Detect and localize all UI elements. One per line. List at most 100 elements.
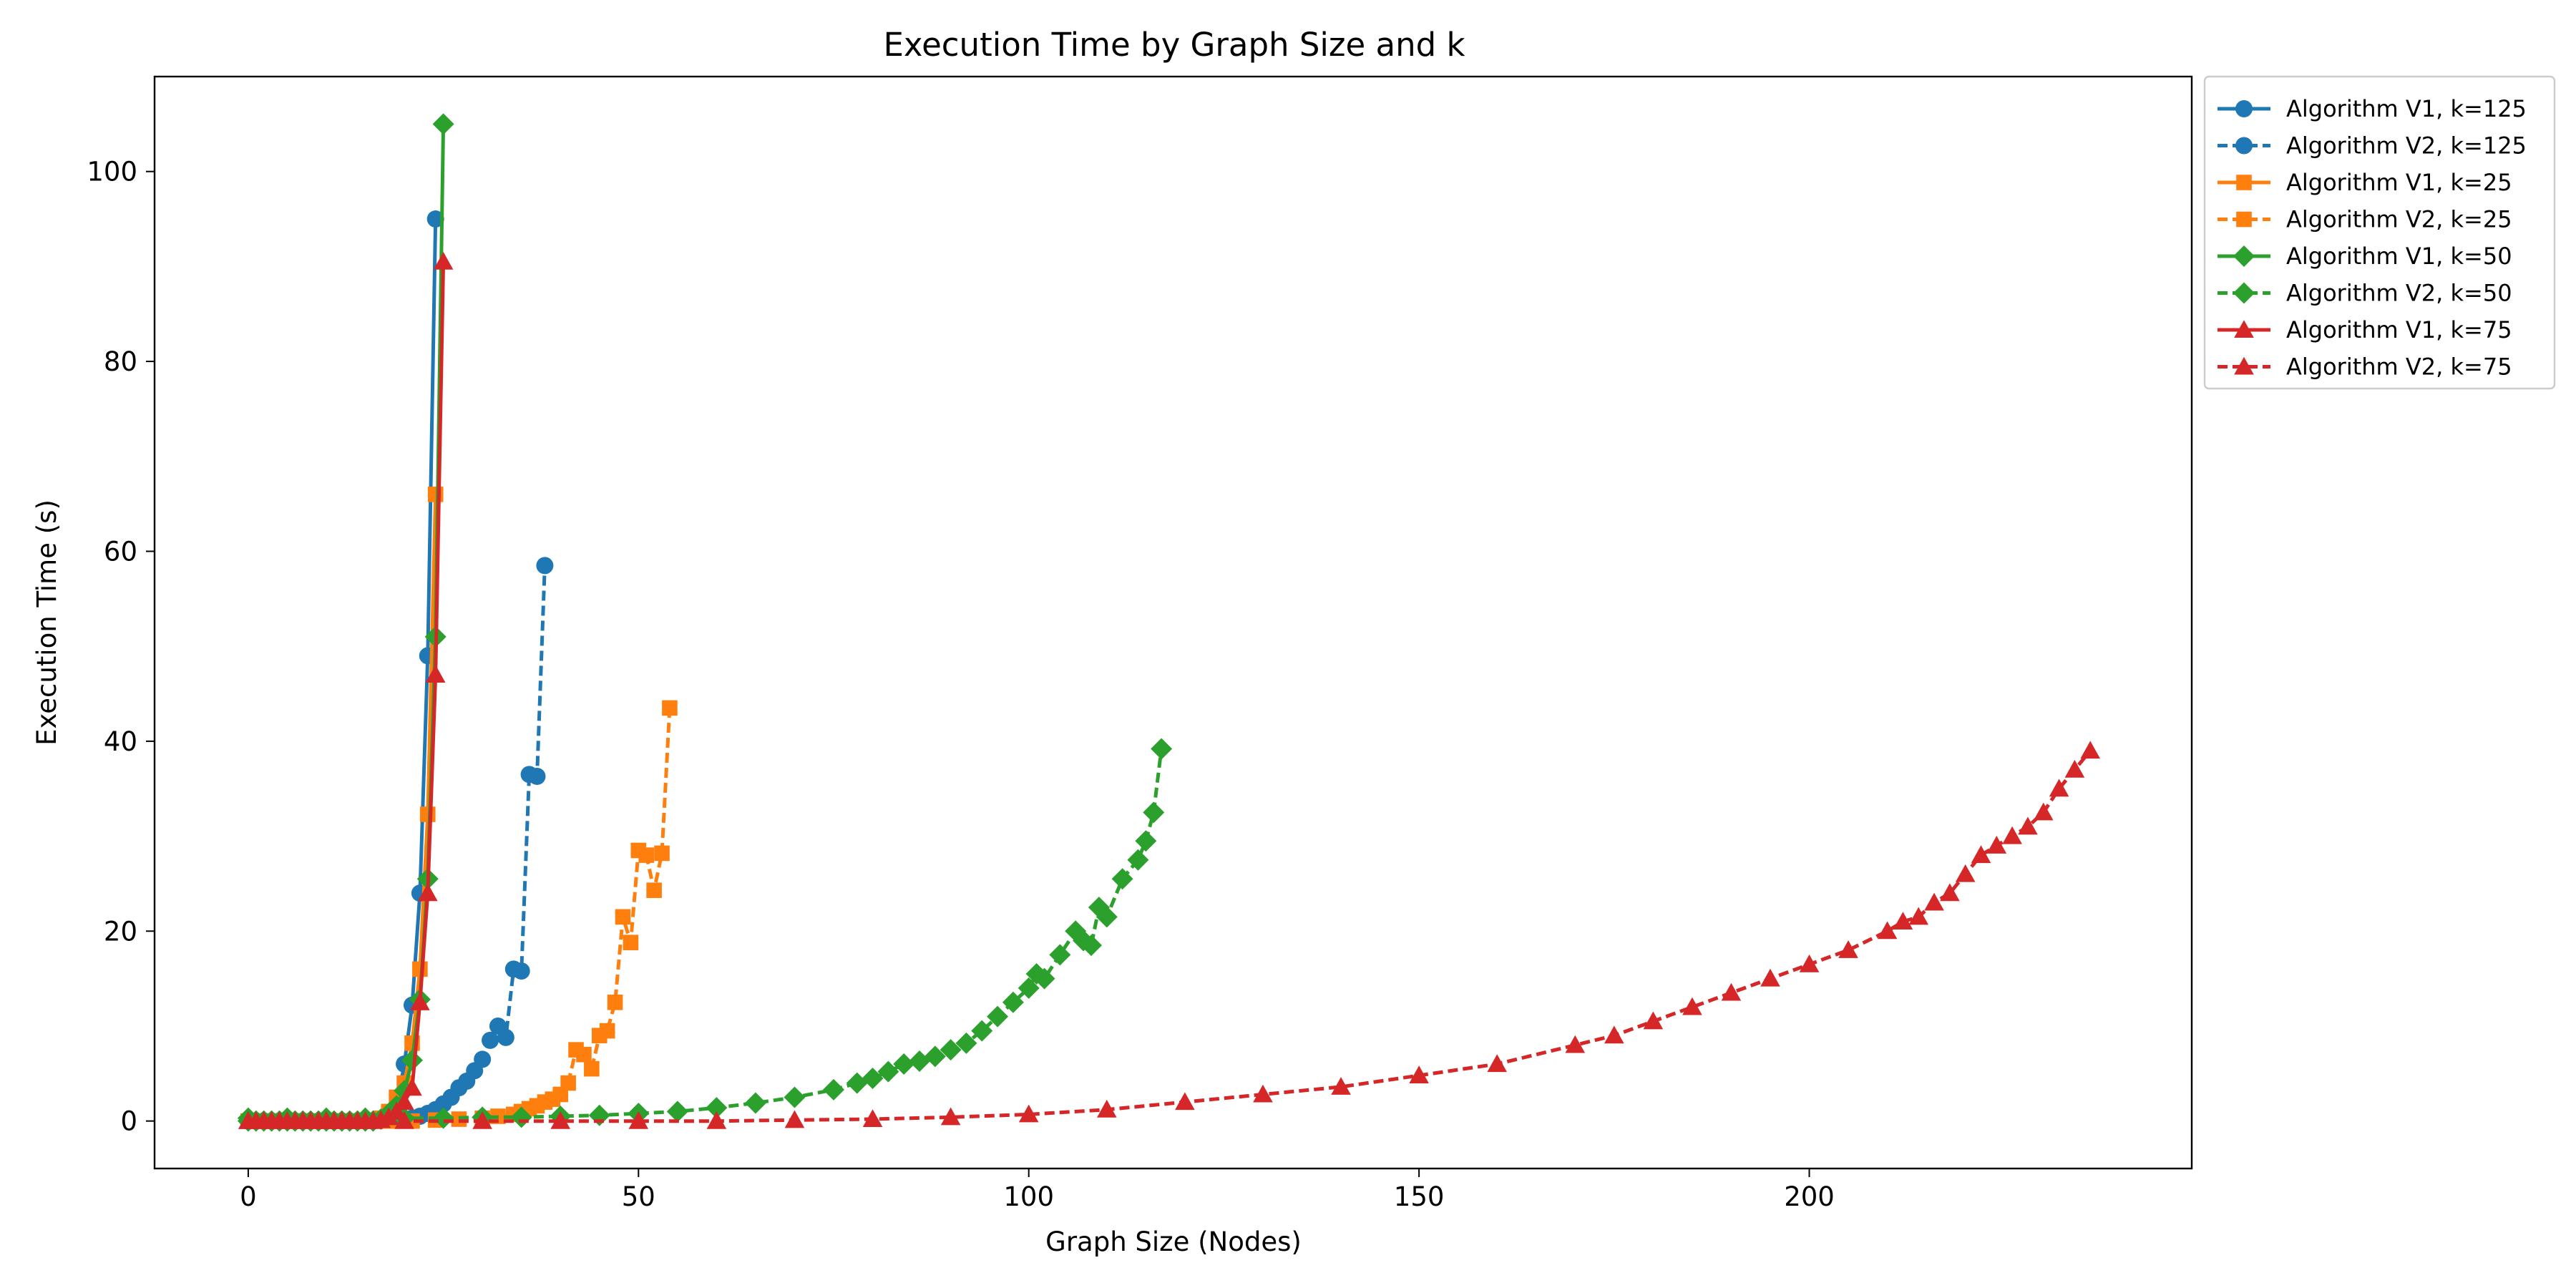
series-3 (240, 700, 678, 1129)
series-5-point-13 (744, 1092, 766, 1114)
plot-frame (153, 75, 2193, 1170)
series-5-point-38 (1135, 830, 1157, 852)
series-2 (240, 487, 444, 1129)
x-axis-label: Graph Size (Nodes) (1045, 1226, 1302, 1257)
y-axis-label: Execution Time (s) (31, 499, 62, 746)
series-7-point-12 (1175, 1092, 1195, 1111)
legend-item-5: Algorithm V2, k=50 (2218, 280, 2512, 307)
series-6 (238, 251, 454, 1129)
series-5-point-27 (1018, 977, 1040, 999)
legend-label-0: Algorithm V1, k=125 (2286, 95, 2527, 122)
series-7-point-23 (1799, 954, 1820, 972)
series-6-point-23 (417, 883, 438, 902)
legend-marker-4 (2233, 245, 2255, 267)
legend-label-7: Algorithm V2, k=75 (2286, 353, 2512, 381)
x-tick-label-0: 0 (240, 1181, 257, 1212)
series-7-point-13 (1253, 1084, 1273, 1103)
legend-label-4: Algorithm V1, k=50 (2286, 243, 2512, 270)
series-line-5 (248, 748, 1163, 1121)
series-7-point-11 (1096, 1099, 1117, 1118)
legend-item-0: Algorithm V1, k=125 (2218, 95, 2527, 122)
series-7-point-4 (550, 1111, 571, 1129)
series-3-point-27 (623, 935, 639, 950)
legend-marker-2 (2236, 175, 2252, 190)
series-3-point-29 (638, 847, 655, 863)
series-layer (237, 113, 2100, 1132)
series-1-point-27 (528, 767, 546, 785)
series-3-point-25 (607, 994, 623, 1010)
series-2-point-24 (427, 487, 444, 502)
series-6-point-20 (394, 1092, 414, 1111)
legend-label-5: Algorithm V2, k=50 (2286, 280, 2512, 307)
legend-item-6: Algorithm V1, k=75 (2218, 316, 2512, 343)
legend-marker-1 (2235, 137, 2253, 155)
series-5-point-30 (1049, 944, 1071, 966)
series-6-point-22 (410, 992, 430, 1010)
y-tick-label-1: 20 (104, 916, 137, 947)
y-tick-label-0: 0 (120, 1106, 137, 1137)
y-tick-label-4: 80 (104, 346, 137, 377)
legend-item-2: Algorithm V1, k=25 (2218, 169, 2512, 196)
series-1-point-25 (512, 962, 530, 980)
series-2-point-23 (419, 806, 436, 822)
series-3-point-24 (599, 1023, 615, 1039)
series-7-point-2 (394, 1111, 414, 1129)
legend-marker-6 (2234, 320, 2254, 338)
series-5-point-33 (1080, 935, 1102, 957)
legend-label-3: Algorithm V2, k=25 (2286, 206, 2512, 233)
series-0 (239, 210, 444, 1130)
legend-marker-5 (2233, 282, 2255, 304)
legend: Algorithm V1, k=125 Algorithm V2, k=125 Al… (2203, 75, 2556, 390)
series-5 (237, 738, 1173, 1129)
series-3-point-26 (615, 909, 631, 925)
series-7-point-16 (1487, 1054, 1507, 1073)
legend-label-1: Algorithm V2, k=125 (2286, 132, 2527, 160)
legend-marker-0 (2235, 100, 2253, 117)
series-7-point-32 (1986, 836, 2007, 854)
series-5-point-16 (846, 1072, 868, 1094)
series-3-point-22 (584, 1060, 600, 1077)
series-7-point-8 (862, 1109, 883, 1128)
series-5-point-40 (1151, 738, 1173, 760)
series-5-point-36 (1111, 868, 1133, 890)
series-5-point-23 (955, 1032, 977, 1054)
series-7-point-0 (238, 1111, 258, 1129)
legend-item-7: Algorithm V2, k=75 (2218, 353, 2512, 381)
series-1-point-21 (482, 1031, 499, 1049)
series-7-point-35 (2033, 802, 2054, 821)
series-7-point-1 (316, 1111, 336, 1129)
series-line-0 (248, 218, 438, 1123)
series-7-point-6 (706, 1111, 727, 1129)
series-7-point-29 (1940, 883, 1960, 902)
series-4-point-25 (432, 113, 454, 135)
series-7-point-14 (1331, 1077, 1351, 1095)
series-5-point-14 (784, 1086, 806, 1108)
series-7-point-30 (1955, 864, 1976, 882)
series-5-point-37 (1127, 849, 1149, 871)
series-7-point-21 (1721, 982, 1742, 1001)
series-7-point-15 (1409, 1065, 1429, 1083)
series-5-point-18 (877, 1060, 899, 1083)
series-1-point-20 (474, 1050, 492, 1068)
series-7-point-24 (1838, 940, 1858, 958)
series-1 (239, 557, 554, 1130)
series-5-point-12 (706, 1097, 728, 1119)
series-7-point-5 (628, 1111, 649, 1129)
series-3-point-30 (646, 882, 662, 899)
y-tick-label-3: 60 (104, 536, 137, 567)
series-7-point-3 (472, 1111, 492, 1129)
series-7 (238, 741, 2100, 1129)
series-5-point-29 (1033, 967, 1055, 990)
series-3-point-31 (654, 845, 670, 862)
legend-label-6: Algorithm V1, k=75 (2286, 316, 2512, 343)
x-axis: 0 50 100 150 200 (240, 1169, 1835, 1212)
x-tick-label-4: 200 (1784, 1181, 1835, 1212)
series-7-point-37 (2064, 759, 2085, 778)
series-5-point-20 (908, 1050, 930, 1073)
series-5-point-35 (1096, 906, 1118, 928)
series-7-point-36 (2049, 779, 2069, 797)
series-5-point-15 (823, 1078, 844, 1101)
series-7-point-17 (1565, 1035, 1586, 1053)
series-7-point-10 (1018, 1104, 1039, 1123)
